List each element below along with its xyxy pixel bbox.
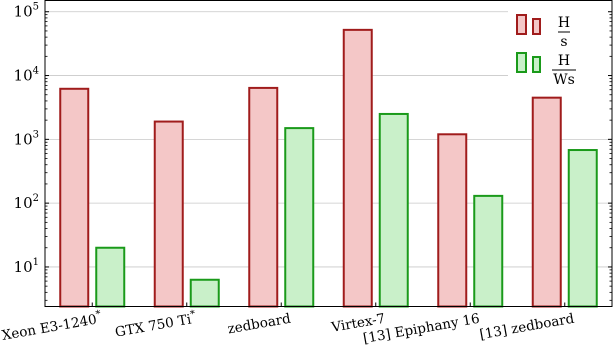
bar bbox=[473, 194, 504, 308]
legend: HsH Ws bbox=[508, 8, 608, 94]
bar bbox=[342, 28, 373, 308]
bar bbox=[378, 112, 409, 308]
bar bbox=[189, 278, 220, 308]
x-tick-label: [13] zedboard bbox=[478, 311, 575, 343]
bar bbox=[531, 96, 562, 308]
bar bbox=[437, 133, 468, 308]
legend-swatch bbox=[532, 56, 541, 73]
bar bbox=[153, 120, 184, 308]
y-tick-label: 101 bbox=[14, 257, 39, 276]
legend-numerator: H bbox=[558, 53, 570, 69]
x-tick-label: GTX 750 Ti* bbox=[113, 309, 197, 341]
y-tick-label: 103 bbox=[14, 129, 39, 148]
y-tick-label: 102 bbox=[14, 193, 39, 212]
legend-swatch bbox=[516, 52, 527, 73]
y-tick-label: 105 bbox=[14, 2, 39, 21]
bar bbox=[284, 127, 315, 308]
legend-denominator: Ws bbox=[553, 72, 575, 88]
bar bbox=[95, 246, 126, 308]
bar bbox=[248, 86, 279, 308]
x-axis-labels: Xeon E3-1240* GTX 750 Ti* zedboard Virtex-7… bbox=[0, 302, 576, 347]
bar bbox=[59, 87, 90, 308]
x-tick-label: zedboard bbox=[226, 311, 292, 338]
x-tick-label: Xeon E3-1240* bbox=[0, 309, 103, 344]
legend-denominator: s bbox=[560, 34, 567, 50]
bars bbox=[59, 28, 598, 308]
legend-swatch bbox=[516, 14, 527, 35]
bar bbox=[567, 149, 598, 308]
legend-numerator: H bbox=[558, 15, 570, 31]
y-tick-label: 104 bbox=[14, 66, 39, 85]
legend-swatch bbox=[532, 18, 541, 35]
y-axis-ticks: 101 102 103 104 105 bbox=[14, 2, 612, 301]
